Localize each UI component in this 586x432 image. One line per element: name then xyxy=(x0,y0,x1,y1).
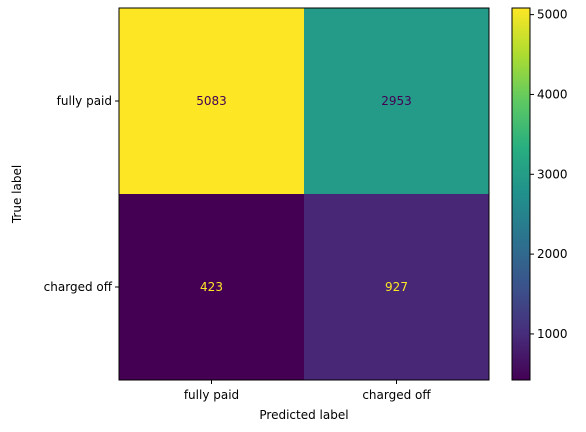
y-axis: fully paid charged off xyxy=(44,94,119,294)
matrix-cells xyxy=(119,8,489,380)
y-axis-title: True label xyxy=(10,165,24,224)
y-tick-label: charged off xyxy=(44,280,113,294)
y-tick-label: fully paid xyxy=(57,94,112,108)
matrix-cell-labels: 5083 2953 423 927 xyxy=(196,94,412,294)
x-tick-label: charged off xyxy=(362,388,431,402)
colorbar: 1000 2000 3000 4000 5000 xyxy=(511,7,568,381)
x-axis-title: Predicted label xyxy=(259,408,348,422)
matrix-cell xyxy=(119,194,304,380)
colorbar-tick-label: 4000 xyxy=(537,87,568,101)
matrix-cell-value: 927 xyxy=(385,280,408,294)
x-tick-label: fully paid xyxy=(184,388,239,402)
colorbar-tick-label: 1000 xyxy=(537,327,568,341)
matrix-cell-value: 423 xyxy=(200,280,223,294)
matrix-cell xyxy=(304,194,489,380)
matrix-cell-value: 5083 xyxy=(196,94,227,108)
colorbar-tick-label: 3000 xyxy=(537,167,568,181)
matrix-cell xyxy=(304,8,489,194)
matrix-cell-value: 2953 xyxy=(381,94,412,108)
colorbar-tick-label: 5000 xyxy=(537,8,568,22)
colorbar-tick-label: 2000 xyxy=(537,247,568,261)
plot-frame xyxy=(118,7,490,381)
colorbar-gradient xyxy=(511,7,531,381)
matrix-cell xyxy=(119,8,304,194)
colorbar-ticks: 1000 2000 3000 4000 5000 xyxy=(530,8,568,341)
x-axis: fully paid charged off xyxy=(184,380,431,402)
